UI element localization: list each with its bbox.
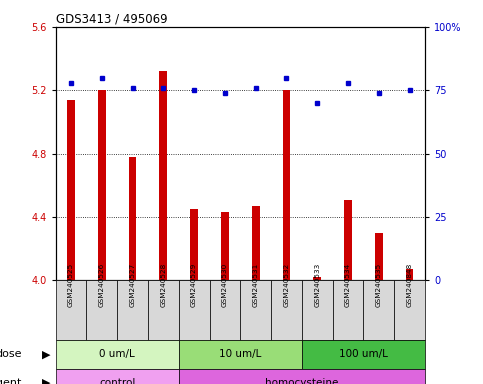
Bar — [190, 209, 198, 280]
Bar — [252, 206, 259, 280]
Text: GSM240848: GSM240848 — [407, 263, 412, 307]
Text: GSM240532: GSM240532 — [284, 263, 289, 307]
Bar — [221, 212, 229, 280]
Bar — [283, 90, 290, 280]
Text: GSM240528: GSM240528 — [160, 263, 166, 307]
Bar — [159, 71, 167, 280]
Text: GSM240535: GSM240535 — [376, 263, 382, 307]
Text: GSM240527: GSM240527 — [129, 263, 136, 307]
Text: 0 um/L: 0 um/L — [99, 349, 135, 359]
Text: control: control — [99, 378, 135, 384]
Bar — [128, 157, 136, 280]
Text: GSM240534: GSM240534 — [345, 263, 351, 307]
Text: homocysteine: homocysteine — [265, 378, 339, 384]
Text: 100 um/L: 100 um/L — [339, 349, 388, 359]
Bar — [67, 100, 75, 280]
Text: GSM240526: GSM240526 — [99, 263, 105, 307]
Bar — [344, 200, 352, 280]
Text: GSM240530: GSM240530 — [222, 263, 228, 307]
Text: dose: dose — [0, 349, 22, 359]
Bar — [375, 233, 383, 280]
Text: GSM240531: GSM240531 — [253, 263, 259, 307]
Text: 10 um/L: 10 um/L — [219, 349, 261, 359]
Bar — [406, 269, 413, 280]
Text: GDS3413 / 495069: GDS3413 / 495069 — [56, 13, 167, 26]
Bar — [313, 277, 321, 280]
Text: GSM240533: GSM240533 — [314, 263, 320, 307]
Text: agent: agent — [0, 378, 22, 384]
Text: GSM240525: GSM240525 — [68, 263, 74, 307]
Text: GSM240529: GSM240529 — [191, 263, 197, 307]
Text: ▶: ▶ — [42, 349, 50, 359]
Text: ▶: ▶ — [42, 378, 50, 384]
Bar — [98, 90, 106, 280]
